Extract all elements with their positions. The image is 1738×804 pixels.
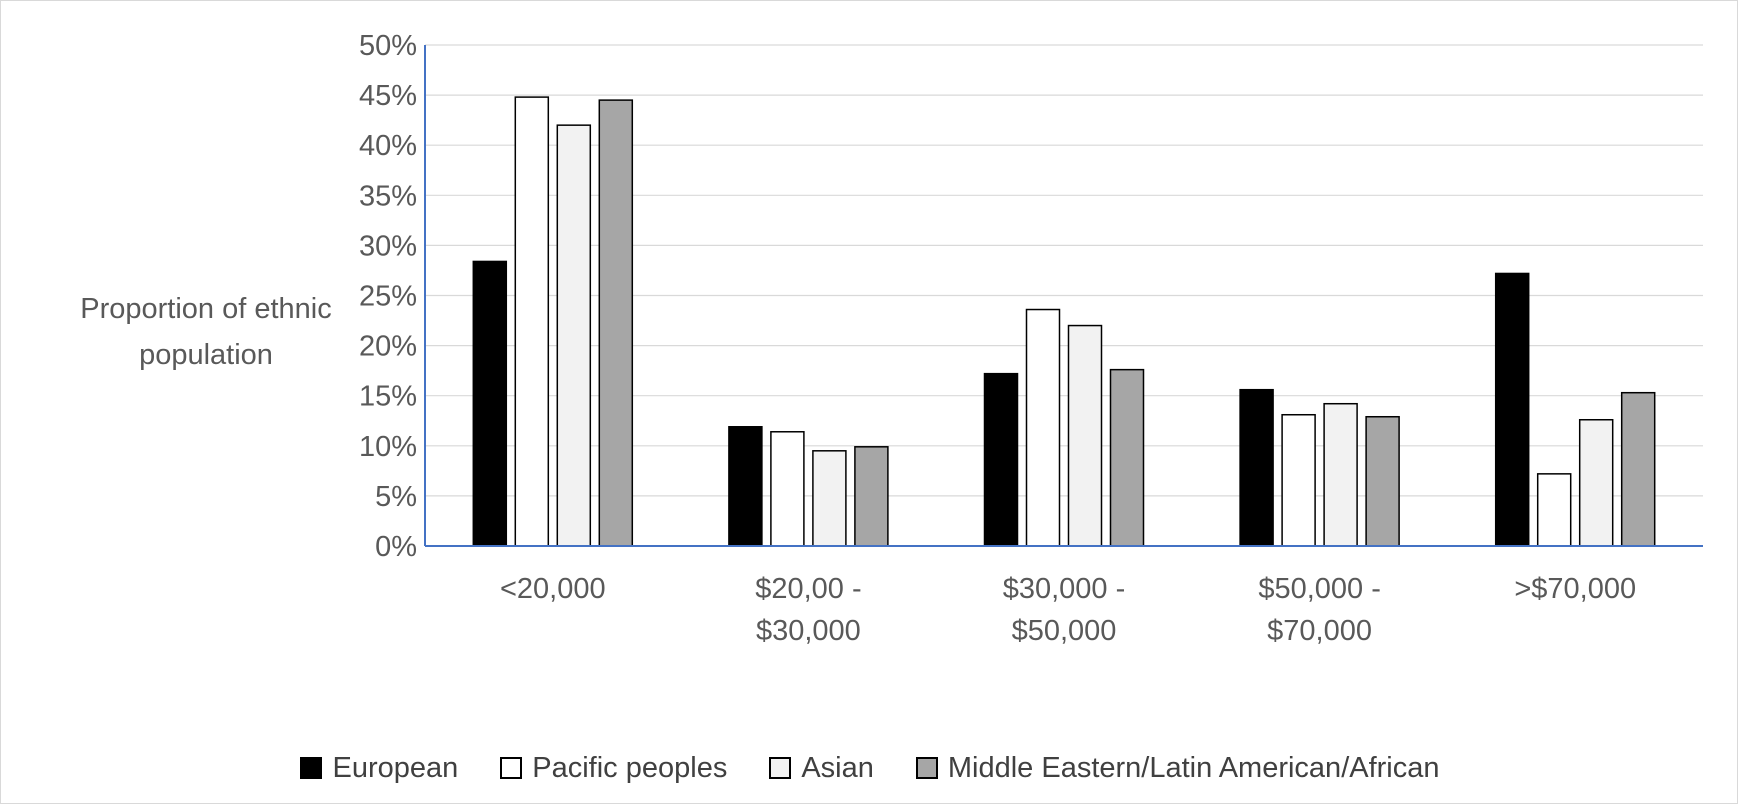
bar [1494,272,1530,547]
bar [983,372,1019,547]
legend-swatch-european [300,757,323,779]
x-tick-label: <20,000 [500,573,606,605]
bar [1578,418,1614,547]
y-tick-label: 45% [359,80,417,112]
bar [1323,402,1358,547]
bar [514,96,550,547]
bar [1281,413,1316,547]
x-tick-label: $70,000 [1267,615,1372,647]
legend-item-european: European [300,752,458,785]
y-tick-label: 40% [359,130,417,162]
y-axis-label: Proportion of ethnic population [41,286,371,378]
x-tick-label: $30,000 [756,615,861,647]
bar [556,124,592,547]
x-tick-label: $50,000 [1012,615,1117,647]
bar [1536,473,1572,547]
x-tick-label: >$70,000 [1514,573,1636,605]
bar [1025,308,1061,547]
legend-label-asian: Asian [801,751,874,784]
y-tick-label: 5% [375,481,417,513]
bar [1365,415,1400,547]
x-tick-label: $50,000 - [1258,573,1381,605]
legend-item-asian: Asian [769,752,874,785]
y-axis-label-line: population [139,339,273,371]
legend-swatch-middle-eastern-latin-american-african [915,757,938,779]
legend: European Pacific peoples Asian Middle Ea… [1,743,1738,793]
legend-label-pacific-peoples: Pacific peoples [532,751,728,784]
y-tick-label: 10% [359,431,417,463]
legend-item-pacific-peoples: Pacific peoples [500,752,727,785]
legend-swatch-pacific-peoples [500,757,523,779]
y-tick-label: 15% [359,381,417,413]
legend-swatch-asian [769,757,792,779]
y-tick-label: 30% [359,230,417,262]
bar-chart: 0% 5% 10% 15% 20% 25% 30% 35% 40% 45% 50% <20,000 $2… [359,30,1703,647]
bar [728,426,763,547]
bar [598,99,634,547]
x-tick-label: $30,000 - [1003,573,1126,605]
bar [1109,368,1145,547]
legend-label-european: European [332,751,459,784]
bar [472,260,508,547]
y-tick-label: 50% [359,30,417,62]
bar [854,446,889,547]
bar [770,431,805,547]
legend-label-middle-eastern-latin-american-african: Middle Eastern/Latin American/African [947,751,1440,784]
bar [1067,324,1103,547]
x-tick-label: $20,00 - [755,573,861,605]
y-tick-label: 25% [359,281,417,313]
y-tick-label: 20% [359,331,417,363]
y-axis-label-line: Proportion of ethnic [80,293,332,325]
y-tick-label: 35% [359,180,417,212]
legend-item-middle-eastern-latin-american-african: Middle Eastern/Latin American/African [915,751,1440,785]
bar [812,450,847,547]
bar [1239,388,1274,547]
bar [1620,391,1656,547]
y-tick-label: 0% [375,531,417,563]
